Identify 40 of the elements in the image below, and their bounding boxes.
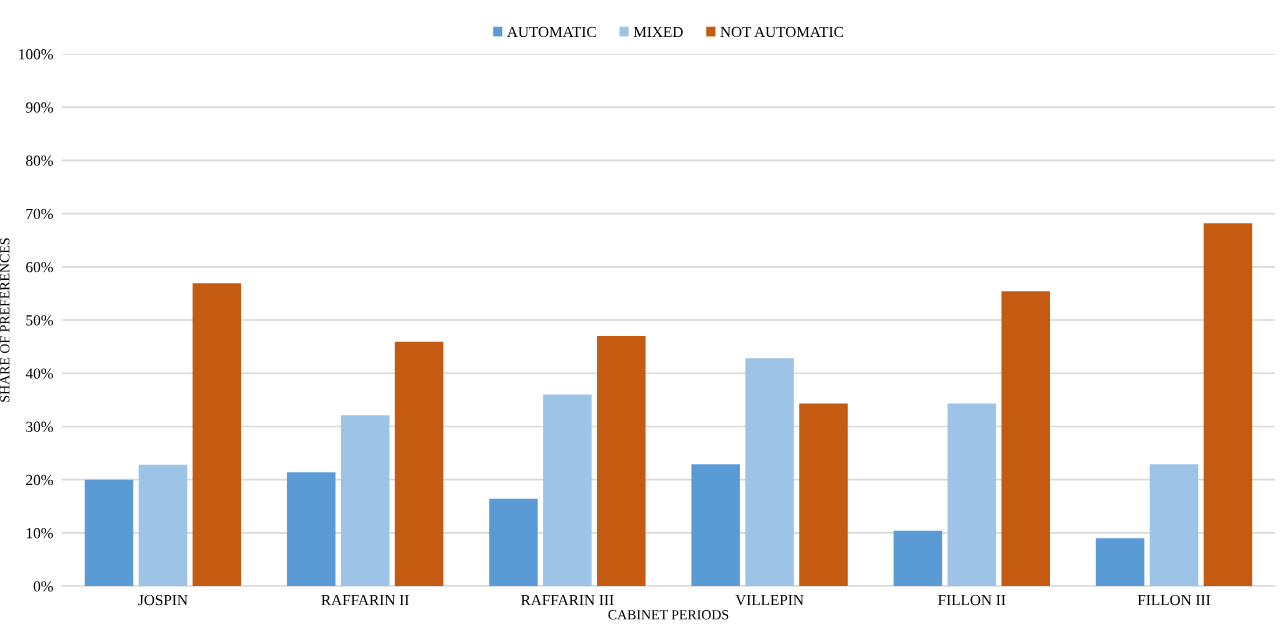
bar	[84, 479, 134, 587]
bar	[1149, 464, 1199, 587]
x-tick-label: RAFFARIN II	[321, 594, 409, 606]
x-tick-label: JOSPIN	[138, 594, 188, 606]
bar	[192, 283, 242, 587]
legend-label: MIXED	[633, 26, 683, 37]
bar	[1203, 223, 1253, 587]
y-axis-title: SHARE OF PREFERENCES	[0, 238, 10, 402]
y-tick-label: 0%	[33, 581, 53, 592]
bar	[597, 336, 646, 587]
legend-label: AUTOMATIC	[507, 26, 596, 38]
x-tick-label: FILLON II	[938, 594, 1006, 606]
bar	[340, 415, 390, 587]
bar	[799, 403, 848, 587]
legend-label: NOT AUTOMATIC	[720, 26, 843, 38]
y-tick-label: 20%	[26, 474, 53, 486]
x-tick-label: FILLON III	[1137, 594, 1211, 606]
bar	[691, 464, 740, 587]
y-tick-label: 70%	[26, 208, 53, 220]
y-tick-label: 50%	[26, 315, 53, 326]
y-tick-label: 100%	[19, 49, 53, 60]
bar	[947, 403, 997, 587]
x-tick-label: VILLEPIN	[735, 595, 804, 606]
y-tick-label: 60%	[26, 261, 53, 273]
y-tick-label: 40%	[25, 368, 53, 379]
bar	[543, 394, 592, 587]
y-tick-label: 30%	[26, 421, 53, 432]
bar	[286, 472, 336, 587]
y-tick-label: 10%	[26, 528, 53, 539]
x-axis-title: CABINET PERIODS	[608, 610, 729, 620]
bar	[745, 358, 794, 587]
bar	[394, 341, 444, 587]
bar	[489, 498, 538, 587]
bar	[138, 464, 188, 587]
x-tick-label: RAFFARIN III	[521, 594, 614, 606]
bar	[1095, 538, 1145, 587]
y-tick-label: 80%	[26, 155, 53, 166]
y-tick-label: 90%	[25, 102, 53, 113]
bar	[893, 530, 943, 587]
bar	[1001, 291, 1050, 587]
